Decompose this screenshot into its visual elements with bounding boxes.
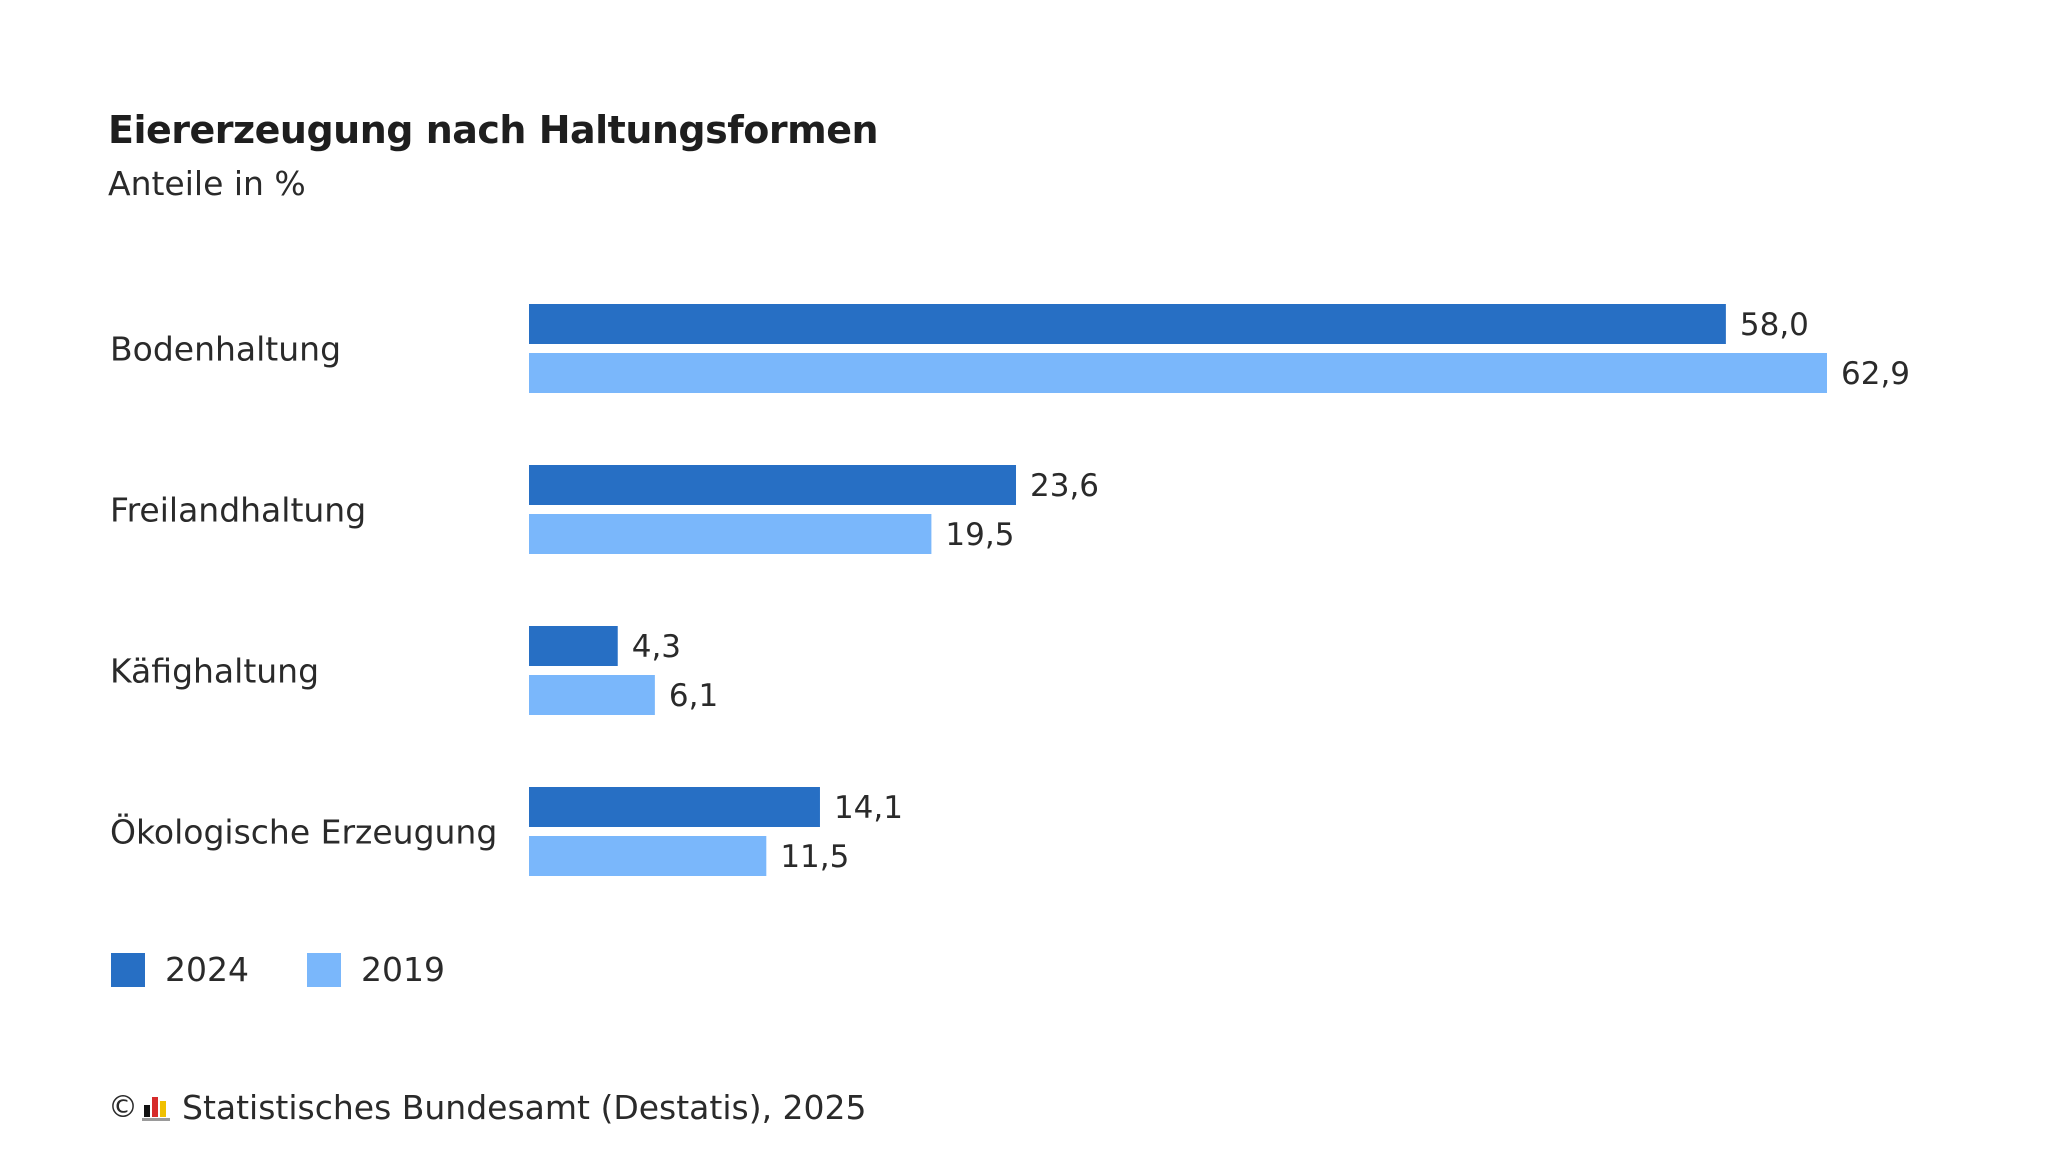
legend-label-2024: 2024	[165, 950, 249, 989]
bar-freilandhaltung-2019	[529, 514, 932, 554]
destatis-logo-icon	[142, 1095, 170, 1121]
bar-kaefighaltung-2024	[529, 626, 618, 666]
category-label-freilandhaltung: Freilandhaltung	[110, 491, 366, 530]
bar-chart: Bodenhaltung 58,0 62,9 Freilandhaltung 23,6 1…	[110, 304, 1910, 876]
value-label-freilandhaltung-2024: 23,6	[1030, 468, 1099, 504]
legend-item-2024: 2024	[111, 950, 249, 989]
bar-oekologische-erzeugung-2019	[529, 836, 767, 876]
chart-legend: 2024 2019	[111, 950, 503, 989]
value-label-oekologische-erzeugung-2024: 14,1	[834, 790, 903, 826]
chart-subtitle: Anteile in %	[108, 164, 306, 203]
legend-swatch-2024	[111, 952, 145, 987]
value-label-kaefighaltung-2019: 6,1	[669, 678, 718, 714]
bar-freilandhaltung-2024	[529, 465, 1017, 505]
source-text: Statistisches Bundesamt (Destatis), 2025	[182, 1088, 867, 1127]
category-label-bodenhaltung: Bodenhaltung	[110, 330, 341, 369]
value-label-kaefighaltung-2024: 4,3	[632, 629, 681, 665]
source-note: © Statistisches Bundesamt (Destatis), 20…	[108, 1088, 867, 1127]
bar-oekologische-erzeugung-2024	[529, 787, 820, 827]
bar-bodenhaltung-2024	[529, 304, 1726, 344]
category-label-oekologische-erzeugung: Ökologische Erzeugung	[110, 812, 497, 852]
bar-bodenhaltung-2019	[529, 353, 1827, 393]
legend-label-2019: 2019	[360, 950, 445, 989]
category-label-kaefighaltung: Käfighaltung	[110, 652, 319, 691]
value-label-bodenhaltung-2024: 58,0	[1740, 307, 1809, 343]
bar-kaefighaltung-2019	[529, 675, 655, 715]
value-label-oekologische-erzeugung-2019: 11,5	[780, 839, 849, 875]
copyright-symbol: ©	[108, 1090, 138, 1125]
legend-swatch-2019	[306, 952, 341, 987]
legend-item-2019: 2019	[306, 950, 445, 989]
value-label-freilandhaltung-2019: 19,5	[945, 517, 1014, 553]
value-label-bodenhaltung-2019: 62,9	[1841, 356, 1910, 392]
chart-title: Eiererzeugung nach Haltungsformen	[108, 108, 879, 152]
